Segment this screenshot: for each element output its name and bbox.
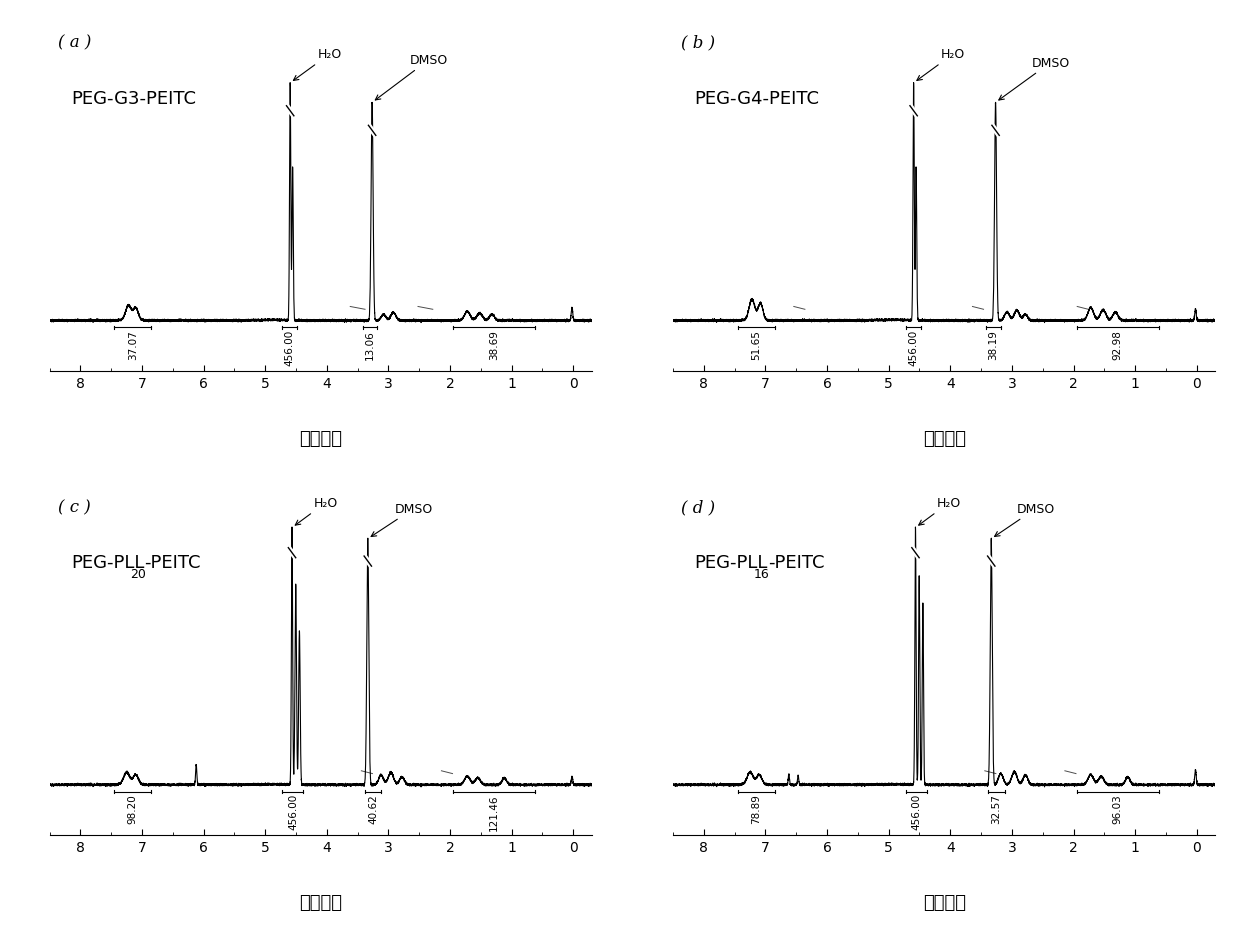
Text: 16: 16 xyxy=(754,567,769,580)
Text: 20: 20 xyxy=(130,567,146,580)
Text: H₂O: H₂O xyxy=(295,496,337,525)
X-axis label: 化学位移: 化学位移 xyxy=(299,429,342,447)
Text: 37.07: 37.07 xyxy=(128,329,138,359)
Text: 121.46: 121.46 xyxy=(489,793,498,830)
Text: -PEITC: -PEITC xyxy=(144,553,201,572)
Text: ( b ): ( b ) xyxy=(681,34,715,52)
Text: DMSO: DMSO xyxy=(376,54,448,101)
Text: 456.00: 456.00 xyxy=(909,329,919,366)
Text: 78.89: 78.89 xyxy=(751,793,761,823)
Text: ( d ): ( d ) xyxy=(681,498,715,515)
Text: -PEITC: -PEITC xyxy=(768,553,825,572)
Text: 32.57: 32.57 xyxy=(992,793,1002,823)
Text: H₂O: H₂O xyxy=(916,48,965,82)
X-axis label: 化学位移: 化学位移 xyxy=(923,429,966,447)
Text: DMSO: DMSO xyxy=(994,502,1055,537)
Text: PEG-G3-PEITC: PEG-G3-PEITC xyxy=(71,90,196,108)
Text: PEG-G4-PEITC: PEG-G4-PEITC xyxy=(694,90,820,108)
Text: 51.65: 51.65 xyxy=(751,329,761,359)
Text: 96.03: 96.03 xyxy=(1112,793,1122,823)
Text: 456.00: 456.00 xyxy=(911,793,921,830)
Text: 38.69: 38.69 xyxy=(489,329,498,359)
Text: ( a ): ( a ) xyxy=(58,34,91,52)
Text: DMSO: DMSO xyxy=(371,502,433,537)
Text: ( c ): ( c ) xyxy=(58,498,91,515)
Text: 40.62: 40.62 xyxy=(368,793,378,823)
Text: 98.20: 98.20 xyxy=(128,793,138,823)
Text: 456.00: 456.00 xyxy=(288,793,298,830)
Text: 92.98: 92.98 xyxy=(1112,329,1122,359)
X-axis label: 化学位移: 化学位移 xyxy=(923,893,966,911)
Text: 456.00: 456.00 xyxy=(285,329,295,366)
Text: H₂O: H₂O xyxy=(294,48,342,82)
Text: 13.06: 13.06 xyxy=(365,329,374,359)
X-axis label: 化学位移: 化学位移 xyxy=(299,893,342,911)
Text: 38.19: 38.19 xyxy=(988,329,998,359)
Text: PEG-PLL: PEG-PLL xyxy=(694,553,768,572)
Text: PEG-PLL: PEG-PLL xyxy=(71,553,145,572)
Text: DMSO: DMSO xyxy=(999,57,1070,101)
Text: H₂O: H₂O xyxy=(919,496,961,525)
